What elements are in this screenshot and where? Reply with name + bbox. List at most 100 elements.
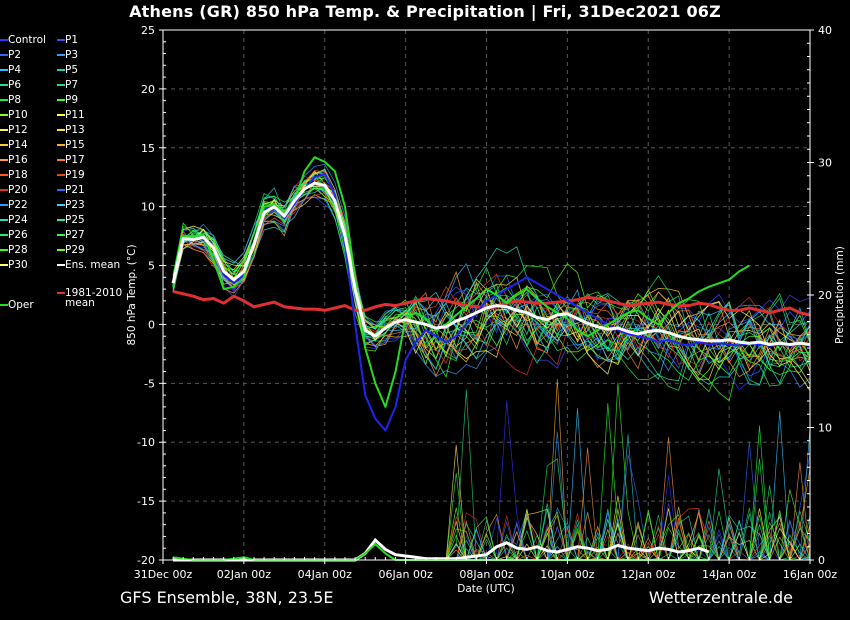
legend-label: P29 <box>65 244 85 256</box>
ensemble-member-line <box>172 196 811 369</box>
legend-swatch <box>0 129 8 131</box>
legend-label: P20 <box>8 184 28 196</box>
y-axis-label: 850 hPa Temp. (°C) <box>126 244 138 345</box>
legend-swatch <box>57 144 65 146</box>
x-tick-label: 14Jan 00z <box>702 568 756 581</box>
x-axis-label: Date (UTC) <box>457 583 514 595</box>
legend-swatch <box>57 69 65 71</box>
legend-label: P17 <box>65 154 85 166</box>
x-tick-label: 04Jan 00z <box>298 568 352 581</box>
legend-label: P1 <box>65 34 79 46</box>
legend-swatch <box>57 234 65 236</box>
legend-swatch <box>0 54 8 56</box>
footer-model-info: GFS Ensemble, 38N, 23.5E <box>120 588 334 607</box>
legend-label: P15 <box>65 139 85 151</box>
legend-label: P12 <box>8 124 28 136</box>
legend-label: P16 <box>8 154 28 166</box>
legend-swatch <box>0 39 8 41</box>
legend-swatch <box>0 304 8 306</box>
y-tick-label: 10 <box>141 201 155 214</box>
y-tick-label: -20 <box>137 554 155 567</box>
legend-label: P24 <box>8 214 28 226</box>
ensemble-member-line <box>172 163 811 373</box>
y2-tick-label: 20 <box>818 289 832 302</box>
y-tick-label: 25 <box>141 24 155 37</box>
legend-swatch <box>57 39 65 41</box>
legend-swatch <box>57 129 65 131</box>
legend-swatch <box>0 189 8 191</box>
legend-swatch <box>57 114 65 116</box>
legend-label: P21 <box>65 184 85 196</box>
legend-swatch <box>57 249 65 251</box>
legend-label: P27 <box>65 229 85 241</box>
legend-swatch <box>0 264 8 266</box>
x-tick-label: 31Dec 00z <box>134 568 193 581</box>
legend-label: P30 <box>8 259 28 271</box>
legend-swatch <box>0 234 8 236</box>
legend-swatch <box>0 114 8 116</box>
legend-label: P11 <box>65 109 85 121</box>
y-tick-label: 0 <box>148 318 155 331</box>
legend-label: 1981-2010 mean <box>65 287 123 309</box>
series-line-oper <box>172 156 750 408</box>
x-tick-label: 08Jan 00z <box>459 568 513 581</box>
y-tick-label: 20 <box>141 83 155 96</box>
y2-tick-label: 30 <box>818 157 832 170</box>
axis-layer: 25 20 15 10 5 0 -5 -10 -15 -20 40 30 20 10 0 31Dec 00z 0… <box>134 24 838 581</box>
legend-swatch <box>0 159 8 161</box>
legend-label: P4 <box>8 64 22 76</box>
legend-swatch <box>0 144 8 146</box>
legend-swatch <box>57 292 65 294</box>
legend-swatch <box>0 174 8 176</box>
legend-swatch <box>57 204 65 206</box>
legend-label: Oper <box>8 299 34 311</box>
legend-label: Control <box>8 34 46 46</box>
series-layer <box>171 156 811 562</box>
ensemble-member-line <box>172 185 811 384</box>
y2-tick-label: 10 <box>818 422 832 435</box>
legend-label: P25 <box>65 214 85 226</box>
legend-label: P3 <box>65 49 79 61</box>
legend-swatch <box>0 99 8 101</box>
legend-label: P23 <box>65 199 85 211</box>
legend-swatch <box>57 54 65 56</box>
legend-swatch <box>57 84 65 86</box>
series-line-ens-mean <box>171 181 811 346</box>
x-tick-label: 12Jan 00z <box>621 568 675 581</box>
legend-label: P2 <box>8 49 22 61</box>
x-tick-label: 16Jan 00z <box>783 568 837 581</box>
legend-label: P18 <box>8 169 28 181</box>
legend-swatch <box>57 264 65 266</box>
legend-swatch <box>0 219 8 221</box>
legend-swatch <box>57 174 65 176</box>
y-tick-label: -10 <box>137 436 155 449</box>
legend-swatch <box>0 204 8 206</box>
legend-label: Ens. mean <box>65 259 121 271</box>
y-tick-label: 15 <box>141 142 155 155</box>
footer-source[interactable]: Wetterzentrale.de <box>648 588 793 607</box>
y-tick-label: 5 <box>148 260 155 273</box>
legend-label: P7 <box>65 79 79 91</box>
legend: Control P1 P2 P3 P4 P5 P6 P7 P8 P9 P10 P11 P12 P13 P14… <box>0 33 130 323</box>
y-tick-label: -15 <box>137 495 155 508</box>
legend-swatch <box>57 99 65 101</box>
legend-swatch <box>57 159 65 161</box>
x-tick-label: 02Jan 00z <box>217 568 271 581</box>
ensemble-member-line <box>172 177 811 402</box>
legend-swatch <box>57 189 65 191</box>
legend-label: P10 <box>8 109 28 121</box>
legend-label: P9 <box>65 94 79 106</box>
ensemble-member-line <box>172 183 811 370</box>
legend-label: P19 <box>65 169 85 181</box>
ensemble-member-line <box>172 169 811 386</box>
legend-label: P6 <box>8 79 22 91</box>
legend-label: P26 <box>8 229 28 241</box>
legend-swatch <box>0 249 8 251</box>
legend-label: P14 <box>8 139 28 151</box>
y2-axis-label: Precipitation (mm) <box>834 246 846 344</box>
x-tick-label: 06Jan 00z <box>379 568 433 581</box>
legend-swatch <box>0 69 8 71</box>
legend-swatch <box>0 84 8 86</box>
legend-label: P28 <box>8 244 28 256</box>
